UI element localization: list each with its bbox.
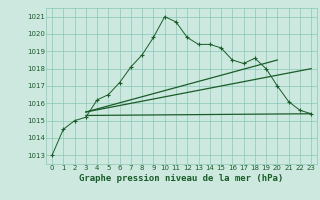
X-axis label: Graphe pression niveau de la mer (hPa): Graphe pression niveau de la mer (hPa) xyxy=(79,174,284,183)
